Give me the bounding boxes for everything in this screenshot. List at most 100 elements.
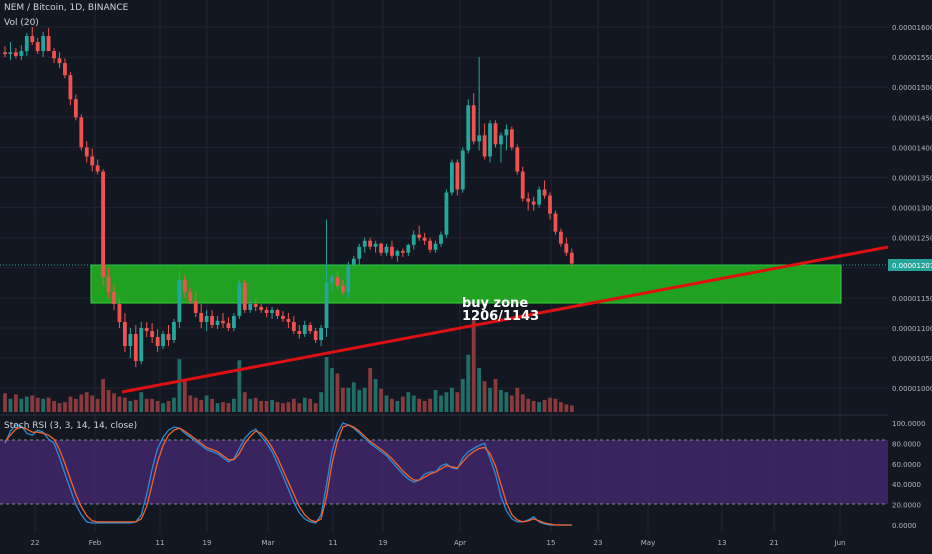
candle-body — [144, 328, 149, 332]
candle-body — [548, 195, 552, 214]
volume-bar — [542, 399, 547, 412]
volume-bar — [390, 398, 394, 412]
candle-body — [400, 250, 405, 253]
stoch-d-line — [4, 424, 572, 526]
volume-bar — [193, 397, 198, 412]
candle-body — [133, 334, 138, 362]
volume-bar — [351, 382, 356, 412]
candle-body — [324, 282, 329, 328]
candle-body — [417, 234, 422, 238]
candle-body — [384, 246, 389, 253]
volume-bar — [281, 403, 285, 412]
buy-zone-range-label: 1206/1143 — [462, 309, 539, 324]
candle-body — [57, 58, 62, 64]
candle-body — [537, 189, 541, 205]
volume-bar — [520, 394, 525, 412]
volume-bar — [106, 390, 111, 412]
volume-bar — [330, 368, 334, 412]
volume-bar — [112, 393, 116, 412]
stoch-rsi-band — [0, 440, 888, 504]
candle-body — [428, 240, 432, 250]
candle-body — [161, 334, 165, 347]
stoch-rsi-label[interactable]: Stoch RSI (3, 3, 14, 14, close) — [4, 421, 138, 431]
candle-body — [275, 309, 280, 316]
volume-bar — [35, 397, 40, 412]
candle-body — [368, 240, 373, 247]
candle-body — [504, 129, 509, 136]
stoch-tick-label: 60.0000 — [892, 461, 921, 469]
candle-body — [155, 337, 160, 347]
volume-indicator-label[interactable]: Vol (20) — [4, 18, 39, 28]
candle-body — [444, 192, 449, 235]
buy-zone-label: buy zone — [462, 296, 528, 311]
candle-body — [313, 331, 318, 341]
candles — [3, 27, 574, 368]
buy-zone-rect[interactable] — [90, 264, 842, 304]
volume-bar — [291, 398, 296, 412]
candle-body — [221, 320, 225, 324]
volume-bar — [411, 395, 416, 412]
candle-body — [46, 36, 51, 52]
candle-body — [286, 318, 291, 322]
volume-bar — [357, 390, 362, 412]
volume-bar — [395, 401, 400, 412]
volume-bar — [504, 392, 509, 412]
candle-body — [308, 324, 313, 332]
candle-body — [30, 36, 35, 43]
time-tick-label: 11 — [156, 539, 165, 547]
volume-bar — [210, 398, 214, 412]
volume-bar — [368, 368, 373, 412]
candle-body — [471, 105, 476, 142]
volume-bar — [341, 387, 345, 412]
candle-body — [346, 264, 351, 292]
stoch-rsi-pane — [0, 422, 888, 526]
candle-body — [253, 303, 258, 307]
price-tick-label: 0.00001450 — [892, 114, 932, 122]
support-trendline[interactable] — [121, 245, 889, 394]
time-axis[interactable]: 22 Feb 11 19 Mar 11 19 Apr 15 23 May 13 21 Jun — [31, 539, 846, 547]
stoch-rsi-axis[interactable]: 100.0000 80.0000 60.0000 40.0000 20.0000 0.00… — [892, 420, 925, 530]
candle-body — [362, 240, 367, 247]
candle-body — [291, 321, 296, 332]
time-tick-label: 15 — [547, 539, 556, 547]
volume-bar — [319, 392, 323, 412]
time-tick-label: Mar — [261, 539, 274, 547]
candle-body — [264, 309, 269, 313]
price-tick-label: 0.00001100 — [892, 325, 932, 333]
price-axis[interactable]: 0.00001600 0.00001550 0.00001500 0.00001450… — [892, 24, 932, 393]
candle-body — [242, 282, 247, 310]
volume-bar — [172, 397, 176, 412]
candle-body — [237, 282, 242, 316]
candle-body — [52, 51, 56, 59]
volume-bar — [139, 392, 144, 412]
volume-bar — [199, 399, 204, 412]
candle-body — [106, 276, 111, 292]
candle-body — [330, 276, 334, 283]
candle-body — [493, 123, 498, 145]
candle-body — [515, 147, 520, 172]
volume-bar — [444, 392, 449, 412]
time-tick-label: May — [641, 539, 655, 547]
volume-bar — [155, 401, 160, 412]
candle-body — [466, 105, 471, 151]
volume-bar — [564, 404, 569, 412]
candle-body — [455, 162, 460, 190]
candle-body — [526, 198, 531, 202]
candle-body — [390, 246, 394, 256]
volume-bar — [242, 392, 247, 412]
price-tick-label: 0.00001600 — [892, 24, 932, 32]
candle-body — [460, 150, 465, 190]
candle-body — [395, 250, 400, 256]
candle-body — [422, 237, 427, 241]
volume-bar — [215, 403, 220, 412]
volume-bar — [101, 379, 105, 412]
symbol-title[interactable]: NEM / Bitcoin, 1D, BINANCE — [4, 3, 129, 13]
candle-body — [215, 320, 220, 325]
candle-body — [335, 276, 340, 286]
candle-body — [14, 52, 18, 56]
time-tick-label: 19 — [379, 539, 388, 547]
candle-body — [84, 147, 89, 157]
candle-body — [41, 36, 46, 52]
